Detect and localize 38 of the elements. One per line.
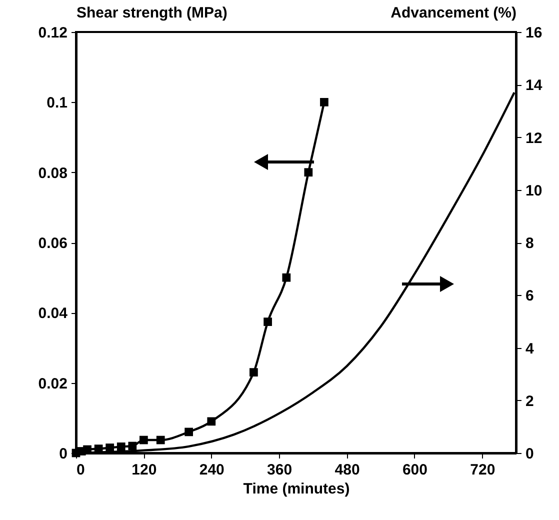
y-tick-label: 0.12 [38,24,68,42]
point [106,444,114,452]
point [320,98,328,106]
x-tick-label: 600 [402,462,428,478]
y2-tick-label: 0 [526,446,534,462]
x-tick-label: 480 [334,462,360,478]
point [250,368,258,376]
point [264,318,272,326]
x-tick-label: 120 [132,462,157,478]
point [184,428,194,436]
y2-tick-label: 8 [526,235,534,252]
y-tick-label: 0.08 [38,164,68,182]
point [116,442,126,451]
y-tick-label: 0.1 [46,94,68,112]
y2-tick-label: 12 [526,130,542,147]
y2-axis-title: Advancement (%) [390,4,517,22]
point [282,273,291,282]
y-tick-label: 0.04 [38,305,68,322]
x-tick-label: 0 [76,462,85,478]
point [156,436,165,444]
x-tick-label: 240 [199,462,224,478]
y-tick-label: 0.02 [38,375,68,392]
y2-tick-label: 10 [526,182,542,200]
x-tick-label: 360 [267,462,292,478]
y2-tick-label: 14 [526,77,543,94]
point [140,436,148,444]
y2-tick-label: 6 [526,288,534,305]
y-tick-label: 0.06 [38,235,68,252]
y2-tick-label: 2 [526,392,534,410]
point [128,442,137,450]
y2-tick-label: 16 [526,24,542,42]
y-axis-title: Shear strength (MPa) [76,4,228,22]
x-tick-label: 720 [470,462,496,478]
y-tick-label: 0 [59,446,68,462]
y2-tick-label: 4 [526,340,534,358]
x-axis-title: Time (minutes) [243,480,350,498]
point [207,417,216,426]
point [304,168,313,177]
